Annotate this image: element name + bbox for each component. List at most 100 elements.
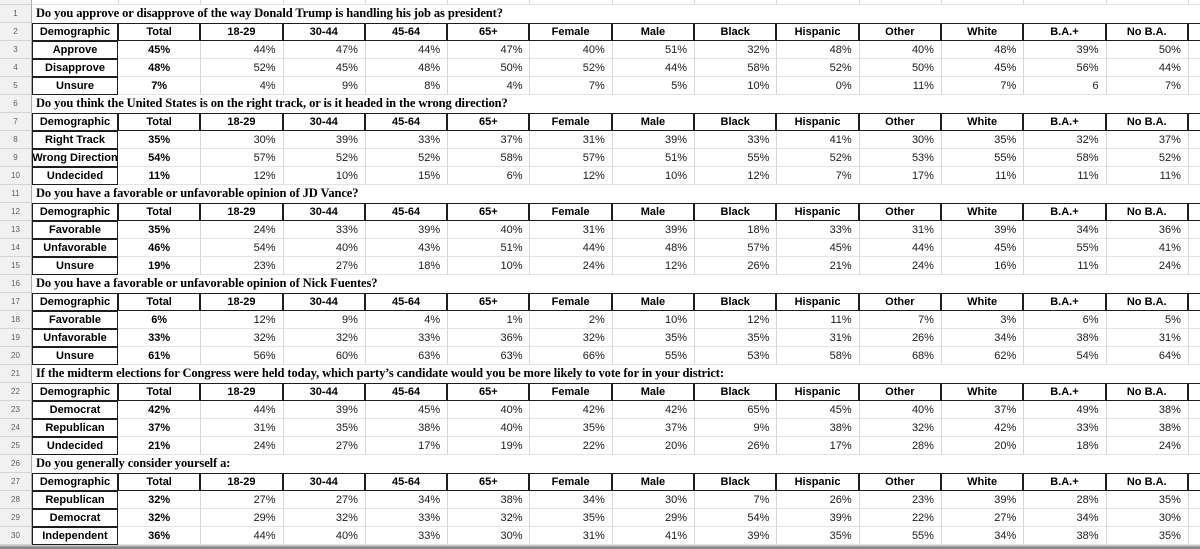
question-cell[interactable]: Do you think the United States is on the… bbox=[36, 96, 508, 110]
column-header-cell[interactable]: 65+ bbox=[447, 473, 530, 491]
row-number[interactable]: 10 bbox=[0, 167, 32, 185]
data-cell[interactable]: 11% bbox=[858, 77, 941, 95]
data-cell[interactable]: 33% bbox=[776, 221, 859, 239]
data-cell[interactable]: 35% bbox=[940, 131, 1024, 149]
column-header-cell[interactable]: Male bbox=[611, 293, 695, 311]
data-cell[interactable]: 45% bbox=[282, 59, 365, 77]
data-cell[interactable]: 45% bbox=[940, 59, 1024, 77]
column-header-cell[interactable]: Hispanic bbox=[776, 383, 859, 401]
row-number[interactable]: 3 bbox=[0, 41, 32, 59]
row-number[interactable]: 17 bbox=[0, 293, 32, 311]
data-cell[interactable]: 34% bbox=[1023, 509, 1106, 527]
row-number[interactable]: 1 bbox=[0, 5, 32, 23]
data-cell[interactable]: 18% bbox=[1023, 437, 1106, 455]
data-cell[interactable]: 52% bbox=[1105, 149, 1188, 167]
data-cell[interactable]: 7% bbox=[694, 491, 777, 509]
data-cell[interactable]: 32% bbox=[282, 509, 365, 527]
data-cell[interactable]: 52% bbox=[282, 149, 365, 167]
row-number[interactable]: 28 bbox=[0, 491, 32, 509]
data-cell[interactable]: 31% bbox=[529, 131, 612, 149]
data-cell[interactable]: 58% bbox=[447, 149, 530, 167]
column-header-cell[interactable]: White bbox=[940, 293, 1024, 311]
column-header-cell[interactable]: Total bbox=[118, 473, 201, 491]
row-number[interactable]: 8 bbox=[0, 131, 32, 149]
data-cell[interactable]: 5% bbox=[1105, 311, 1188, 329]
data-cell[interactable]: 32% bbox=[1023, 131, 1106, 149]
data-cell[interactable]: 9% bbox=[694, 419, 777, 437]
column-header-cell[interactable]: No B.A. bbox=[1105, 293, 1188, 311]
data-cell[interactable]: 45% bbox=[776, 401, 859, 419]
data-cell[interactable]: 29% bbox=[200, 509, 283, 527]
column-header-cell[interactable]: Hispanic bbox=[776, 203, 859, 221]
row-number[interactable]: 2 bbox=[0, 23, 32, 41]
data-cell[interactable]: 11% bbox=[776, 311, 859, 329]
column-header-cell[interactable]: 18-29 bbox=[200, 293, 283, 311]
column-header-cell[interactable]: 30-44 bbox=[282, 473, 365, 491]
column-header-cell[interactable]: Male bbox=[611, 383, 695, 401]
data-cell[interactable]: 31% bbox=[529, 527, 612, 545]
data-cell[interactable]: 40% bbox=[858, 41, 941, 59]
column-header-cell[interactable]: Other bbox=[858, 203, 941, 221]
data-cell[interactable]: 52% bbox=[776, 149, 859, 167]
data-cell[interactable]: 28% bbox=[858, 437, 941, 455]
question-cell[interactable]: Do you generally consider yourself a: bbox=[36, 456, 231, 470]
column-header-cell[interactable]: Female bbox=[529, 23, 612, 41]
data-cell[interactable]: 20% bbox=[611, 437, 695, 455]
column-header-cell[interactable]: No B.A. bbox=[1105, 383, 1188, 401]
data-cell[interactable]: 48% bbox=[940, 41, 1024, 59]
data-cell[interactable]: 30% bbox=[447, 527, 530, 545]
data-cell[interactable]: 36% bbox=[1105, 221, 1188, 239]
data-cell[interactable]: 57% bbox=[529, 149, 612, 167]
data-cell[interactable]: 17% bbox=[364, 437, 448, 455]
row-number[interactable]: 15 bbox=[0, 257, 32, 275]
demographic-label-cell[interactable]: Republican bbox=[32, 419, 118, 437]
data-cell[interactable]: 50% bbox=[858, 59, 941, 77]
data-cell[interactable]: 44% bbox=[858, 239, 941, 257]
data-cell[interactable]: 33% bbox=[364, 329, 448, 347]
data-cell[interactable]: 20% bbox=[940, 437, 1024, 455]
data-cell[interactable]: 42% bbox=[940, 419, 1024, 437]
column-header-cell[interactable]: 18-29 bbox=[200, 383, 283, 401]
row-number[interactable]: 23 bbox=[0, 401, 32, 419]
demographic-label-cell[interactable]: Unfavorable bbox=[32, 239, 118, 257]
data-cell[interactable]: 46% bbox=[118, 239, 201, 257]
data-cell[interactable]: 45% bbox=[940, 239, 1024, 257]
column-header-cell[interactable]: Female bbox=[529, 473, 612, 491]
data-cell[interactable]: 52% bbox=[776, 59, 859, 77]
column-header-cell[interactable]: Male bbox=[611, 473, 695, 491]
row-number[interactable]: 18 bbox=[0, 311, 32, 329]
column-header-cell[interactable]: White bbox=[940, 473, 1024, 491]
column-header-cell[interactable]: Total bbox=[118, 293, 201, 311]
column-header-cell[interactable]: B.A.+ bbox=[1023, 473, 1106, 491]
data-cell[interactable]: 38% bbox=[364, 419, 448, 437]
data-cell[interactable]: 39% bbox=[940, 221, 1024, 239]
row-number[interactable]: 24 bbox=[0, 419, 32, 437]
data-cell[interactable]: 23% bbox=[200, 257, 283, 275]
column-header-cell[interactable]: 18-29 bbox=[200, 113, 283, 131]
data-cell[interactable]: 40% bbox=[282, 239, 365, 257]
data-cell[interactable]: 12% bbox=[200, 167, 283, 185]
data-cell[interactable]: 58% bbox=[776, 347, 859, 365]
data-cell[interactable]: 37% bbox=[1105, 131, 1188, 149]
data-cell[interactable]: 40% bbox=[447, 221, 530, 239]
data-cell[interactable]: 39% bbox=[776, 509, 859, 527]
data-cell[interactable]: 19% bbox=[447, 437, 530, 455]
data-cell[interactable]: 15% bbox=[364, 167, 448, 185]
data-cell[interactable]: 12% bbox=[611, 257, 695, 275]
column-header-cell[interactable]: Demographic bbox=[32, 473, 118, 491]
data-cell[interactable]: 51% bbox=[447, 239, 530, 257]
data-cell[interactable]: 32% bbox=[529, 329, 612, 347]
data-cell[interactable]: 44% bbox=[1105, 59, 1188, 77]
row-number[interactable]: 29 bbox=[0, 509, 32, 527]
data-cell[interactable]: 7% bbox=[118, 77, 201, 95]
demographic-label-cell[interactable]: Republican bbox=[32, 491, 118, 509]
column-header-cell[interactable]: Black bbox=[694, 383, 777, 401]
data-cell[interactable]: 55% bbox=[1023, 239, 1106, 257]
data-cell[interactable]: 27% bbox=[282, 257, 365, 275]
demographic-label-cell[interactable]: Unsure bbox=[32, 347, 118, 365]
data-cell[interactable]: 35% bbox=[529, 419, 612, 437]
data-cell[interactable]: 45% bbox=[364, 401, 448, 419]
column-header-cell[interactable]: Other bbox=[858, 383, 941, 401]
data-cell[interactable]: 32% bbox=[118, 509, 201, 527]
data-cell[interactable]: 34% bbox=[529, 491, 612, 509]
